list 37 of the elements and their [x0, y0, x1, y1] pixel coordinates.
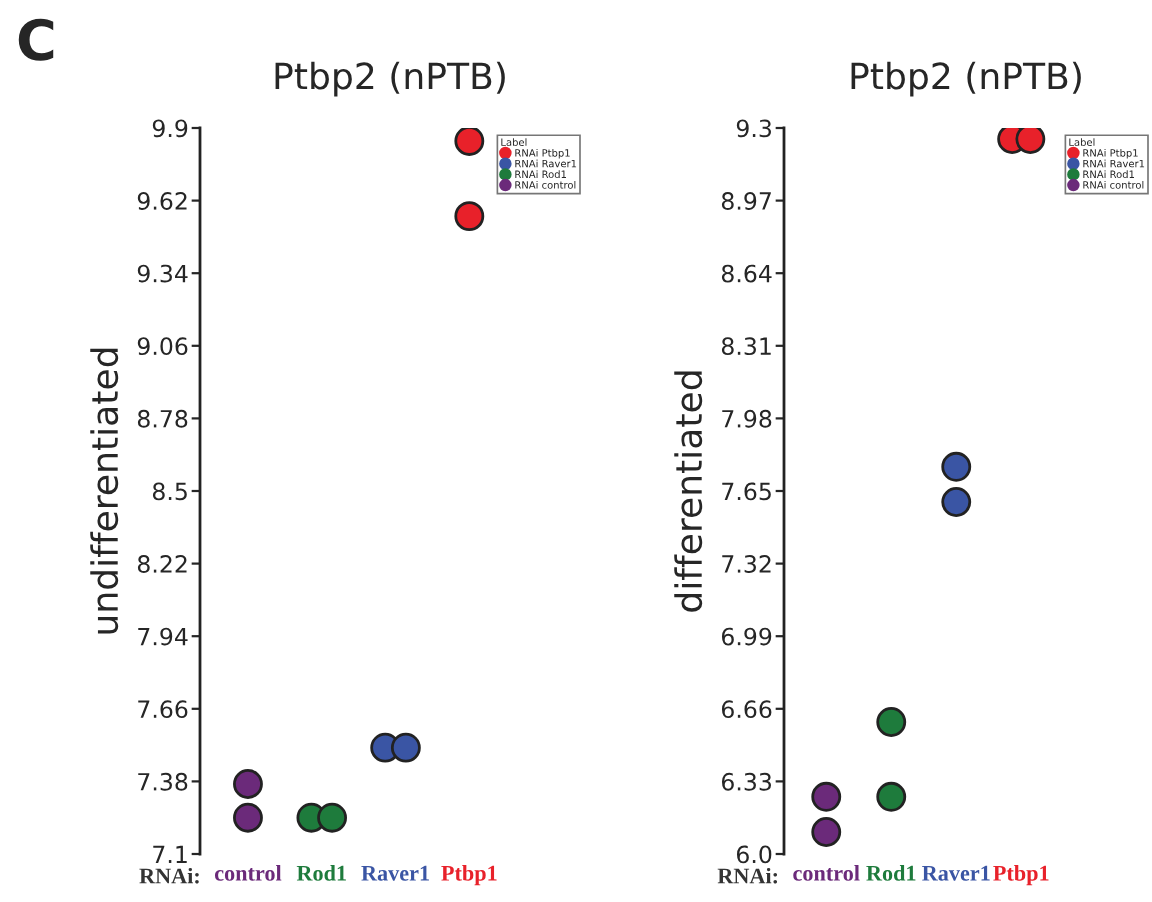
- y-tick-label: 8.64: [721, 264, 772, 283]
- y-tick-label: 6.99: [721, 627, 772, 646]
- x-tick-label: Ptbp1: [441, 865, 497, 886]
- y-tick-label: 6.66: [721, 700, 772, 719]
- y-tick-label: 8.78: [137, 409, 188, 428]
- y-tick-label: 7.32: [722, 555, 771, 573]
- x-tick-label: Ptbp1: [993, 865, 1049, 886]
- y-tick-label: 7.98: [722, 409, 772, 428]
- y-tick-label: 9.62: [137, 192, 187, 210]
- y-tick-label: 7.1: [153, 845, 187, 863]
- text: RNAi:: [717, 867, 778, 884]
- y-tick-label: 8.31: [721, 337, 771, 356]
- y-tick-label: 7.94: [138, 627, 188, 646]
- y-tick-label: 9.9: [152, 119, 188, 138]
- y-tick-label: 8.97: [721, 192, 771, 210]
- y-tick-label: 9.3: [736, 119, 771, 138]
- x-tick-label: Raver1: [361, 865, 429, 881]
- x-tick-label: control: [214, 865, 282, 881]
- x-tick-label: Raver1: [922, 865, 990, 881]
- y-tick-label: 7.66: [138, 700, 188, 719]
- y-tick-label: 9.06: [137, 337, 188, 356]
- y-tick-label: 7.65: [722, 482, 771, 501]
- y-tick-label: 6.33: [721, 772, 771, 791]
- y-axis-title: differentiated: [674, 371, 703, 612]
- y-tick-label: 7.38: [138, 772, 188, 791]
- y-axis-title: undifferentiated: [90, 348, 119, 634]
- y-tick-label: 9.34: [137, 264, 188, 283]
- text: C: [18, 18, 54, 61]
- x-tick-label: Rod1: [296, 865, 346, 881]
- x-tick-label: Rod1: [866, 865, 916, 881]
- y-tick-label: 8.22: [137, 555, 187, 573]
- text: RNAi:: [139, 867, 199, 884]
- chart-title: Ptbp2 (nPTB): [275, 61, 505, 97]
- y-tick-label: 8.5: [152, 482, 187, 501]
- chart-title: Ptbp2 (nPTB): [851, 61, 1081, 97]
- y-tick-label: 6.0: [736, 845, 772, 864]
- x-tick-label: control: [793, 865, 860, 881]
